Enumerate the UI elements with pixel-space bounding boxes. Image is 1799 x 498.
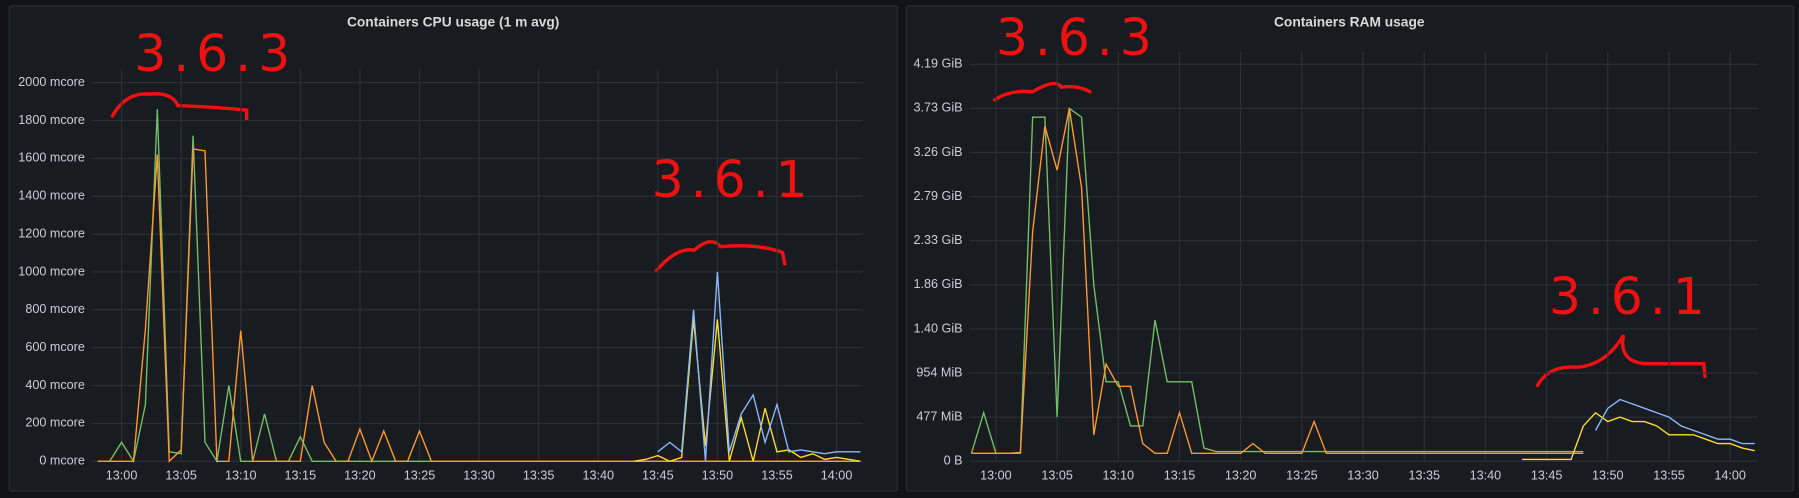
x-tick-label: 13:20 bbox=[344, 468, 376, 482]
x-tick-label: 13:55 bbox=[1653, 468, 1685, 482]
annotation-squiggle bbox=[110, 92, 249, 122]
y-tick-label: 2.79 GiB bbox=[914, 189, 963, 203]
x-tick-label: 13:45 bbox=[1531, 468, 1563, 482]
y-tick-label: 477 MiB bbox=[916, 409, 962, 423]
series-line bbox=[1522, 411, 1755, 461]
annotation-squiggle bbox=[1535, 334, 1707, 388]
annotation-squiggle bbox=[993, 81, 1092, 102]
series-line bbox=[1594, 398, 1755, 445]
y-tick-label: 1200 mcore bbox=[18, 226, 85, 240]
x-tick-label: 13:30 bbox=[463, 468, 495, 482]
annotation: 3.6.1 bbox=[1549, 267, 1712, 326]
x-tick-label: 13:50 bbox=[702, 468, 734, 482]
y-tick-label: 0 B bbox=[944, 454, 963, 468]
series-line bbox=[657, 271, 861, 462]
y-tick-label: 1400 mcore bbox=[18, 189, 85, 203]
x-tick-label: 13:40 bbox=[582, 468, 614, 482]
annotation: 3.6.3 bbox=[134, 24, 297, 83]
series-line bbox=[971, 108, 1584, 455]
x-tick-label: 13:10 bbox=[1103, 468, 1135, 482]
y-tick-label: 3.73 GiB bbox=[914, 101, 963, 115]
series-line bbox=[970, 107, 1584, 455]
x-tick-label: 13:25 bbox=[404, 468, 436, 482]
panel-title: Containers CPU usage (1 m avg) bbox=[347, 15, 559, 30]
x-tick-label: 13:35 bbox=[1408, 468, 1440, 482]
x-tick-label: 14:00 bbox=[1714, 468, 1746, 482]
y-tick-label: 1000 mcore bbox=[18, 264, 85, 278]
y-tick-label: 600 mcore bbox=[25, 340, 85, 354]
x-tick-label: 13:25 bbox=[1286, 468, 1318, 482]
x-tick-label: 13:20 bbox=[1225, 468, 1257, 482]
y-tick-label: 0 mcore bbox=[39, 454, 85, 468]
x-tick-label: 13:00 bbox=[106, 468, 138, 482]
y-tick-label: 800 mcore bbox=[25, 302, 85, 316]
x-tick-label: 13:10 bbox=[225, 468, 257, 482]
x-tick-label: 13:45 bbox=[642, 468, 674, 482]
annotation: 3.6.3 bbox=[996, 8, 1159, 67]
x-tick-label: 13:30 bbox=[1347, 468, 1379, 482]
y-tick-label: 200 mcore bbox=[25, 416, 85, 430]
y-tick-label: 1600 mcore bbox=[18, 151, 85, 165]
y-tick-label: 400 mcore bbox=[25, 378, 85, 392]
y-tick-label: 3.26 GiB bbox=[914, 145, 963, 159]
x-tick-label: 13:15 bbox=[285, 468, 317, 482]
panel bbox=[8, 5, 898, 492]
y-tick-label: 4.19 GiB bbox=[914, 57, 963, 71]
annotation: 3.6.1 bbox=[652, 150, 815, 209]
x-tick-label: 13:55 bbox=[761, 468, 793, 482]
x-tick-label: 14:00 bbox=[821, 468, 853, 482]
series-line bbox=[633, 319, 861, 462]
x-tick-label: 13:35 bbox=[523, 468, 555, 482]
y-tick-label: 954 MiB bbox=[916, 365, 962, 379]
y-tick-label: 2000 mcore bbox=[18, 75, 85, 89]
panel bbox=[905, 5, 1794, 492]
x-tick-label: 13:05 bbox=[1041, 468, 1073, 482]
x-tick-label: 13:15 bbox=[1164, 468, 1196, 482]
x-tick-label: 13:40 bbox=[1470, 468, 1502, 482]
x-tick-label: 13:50 bbox=[1592, 468, 1624, 482]
series-line bbox=[97, 148, 861, 464]
x-tick-label: 13:05 bbox=[165, 468, 197, 482]
y-tick-label: 2.33 GiB bbox=[914, 233, 963, 247]
panel-title: Containers RAM usage bbox=[1274, 15, 1425, 30]
x-tick-label: 13:00 bbox=[980, 468, 1012, 482]
y-tick-label: 1.86 GiB bbox=[914, 277, 963, 291]
y-tick-label: 1.40 GiB bbox=[914, 321, 963, 335]
annotation-squiggle bbox=[654, 240, 787, 273]
y-tick-label: 1800 mcore bbox=[18, 113, 85, 127]
